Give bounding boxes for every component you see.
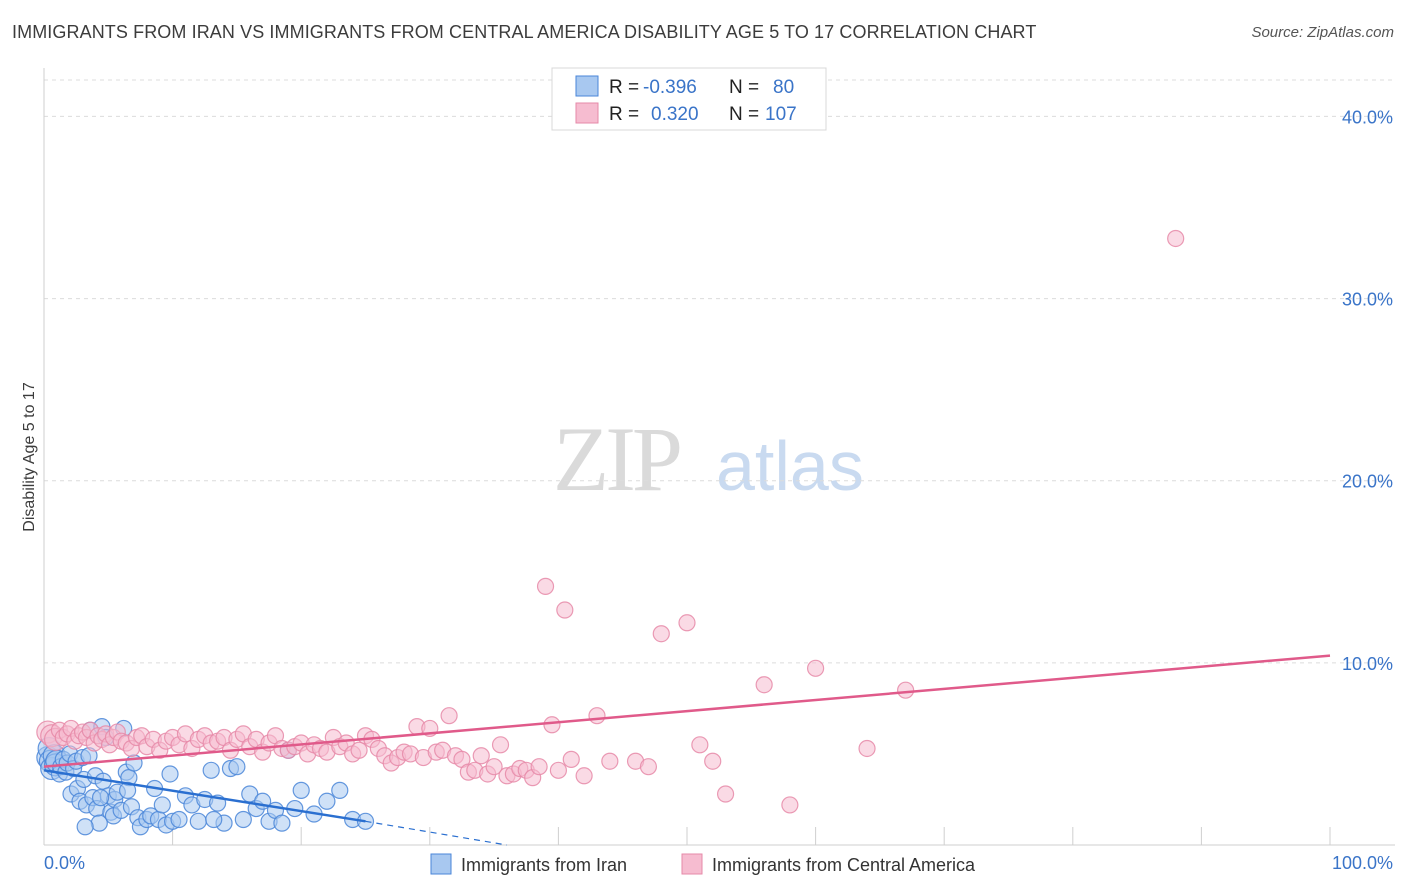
legend-ca-r-label: R =	[609, 104, 639, 125]
x-tick-label-100: 100.0%	[1332, 853, 1393, 873]
iran-point	[189, 812, 207, 830]
legend-iran-r-label: R =	[609, 77, 639, 98]
chart-source: Source: ZipAtlas.com	[1251, 24, 1394, 41]
iran-point	[153, 796, 171, 814]
central-america-point	[485, 758, 503, 776]
central-america-point	[678, 614, 696, 632]
central-america-trend-line	[43, 654, 1331, 768]
x-tick-label-0: 0.0%	[44, 853, 85, 873]
central-america-point	[530, 758, 548, 776]
central-america-point	[588, 707, 606, 725]
bottom-legend-swatch-central-america	[681, 853, 703, 875]
iran-trend-line	[43, 769, 366, 823]
central-america-point	[556, 601, 574, 619]
series-central-america-points	[36, 229, 1185, 814]
central-america-point	[639, 758, 658, 776]
central-america-point	[601, 752, 619, 770]
iran-point	[76, 818, 94, 836]
central-america-point	[806, 659, 825, 677]
legend-ca-n-value: 107	[765, 104, 797, 125]
central-america-point	[350, 741, 368, 759]
watermark-atlas: atlas	[716, 427, 864, 505]
bottom-legend-label-central-america: Immigrants from Central America	[712, 855, 976, 875]
legend-swatch-central-america	[575, 102, 599, 124]
legend-iran-r-value: -0.396	[643, 77, 697, 98]
legend-iran-n-label: N =	[729, 77, 759, 98]
central-america-point	[755, 676, 773, 694]
central-america-point	[536, 577, 555, 595]
central-america-point	[575, 767, 593, 785]
iran-point	[161, 765, 179, 783]
central-america-point	[691, 736, 709, 754]
trend-lines	[43, 654, 1331, 846]
central-america-point	[704, 752, 722, 770]
x-ticks	[43, 827, 1331, 845]
y-tick-label-10: 10.0%	[1342, 654, 1393, 674]
chart-title: IMMIGRANTS FROM IRAN VS IMMIGRANTS FROM …	[12, 22, 1037, 42]
bottom-legend-label-iran: Immigrants from Iran	[461, 855, 627, 875]
central-america-point	[562, 750, 580, 768]
bottom-legend-swatch-iran	[430, 853, 452, 875]
legend-ca-n-label: N =	[729, 104, 759, 125]
iran-point	[318, 792, 336, 810]
central-america-point	[549, 761, 568, 779]
y-tick-label-30: 30.0%	[1342, 290, 1393, 310]
stats-legend: R = -0.396 N = 80 R = 0.320 N = 107	[551, 67, 827, 131]
legend-swatch-iran	[575, 75, 599, 97]
central-america-point	[716, 785, 735, 803]
central-america-point	[858, 739, 876, 758]
iran-trend-extension	[365, 820, 508, 846]
central-america-point	[1167, 229, 1185, 248]
iran-point	[91, 789, 110, 807]
legend-ca-r-value: 0.320	[651, 104, 699, 125]
legend-iran-n-value: 80	[773, 77, 794, 98]
grid	[44, 79, 1395, 664]
iran-point	[292, 781, 310, 799]
central-america-point	[472, 747, 490, 765]
series-legend: Immigrants from Iran Immigrants from Cen…	[430, 853, 976, 875]
central-america-point	[491, 736, 510, 754]
iran-point	[331, 781, 349, 799]
iran-point	[273, 814, 291, 832]
y-axis-label: Disability Age 5 to 17	[21, 382, 38, 532]
y-tick-label-40: 40.0%	[1342, 107, 1393, 127]
iran-point	[202, 761, 220, 779]
iran-point	[234, 810, 252, 829]
central-america-point	[440, 707, 458, 725]
central-america-point	[897, 681, 915, 699]
y-tick-labels: 10.0% 20.0% 30.0% 40.0%	[1342, 107, 1393, 673]
central-america-point	[652, 625, 670, 643]
central-america-point	[781, 796, 799, 814]
iran-point	[170, 810, 188, 829]
y-tick-label-20: 20.0%	[1342, 472, 1393, 492]
iran-point	[205, 810, 223, 829]
watermark-zip: ZIP	[553, 408, 680, 510]
iran-point	[228, 758, 246, 776]
central-america-point	[543, 716, 561, 734]
